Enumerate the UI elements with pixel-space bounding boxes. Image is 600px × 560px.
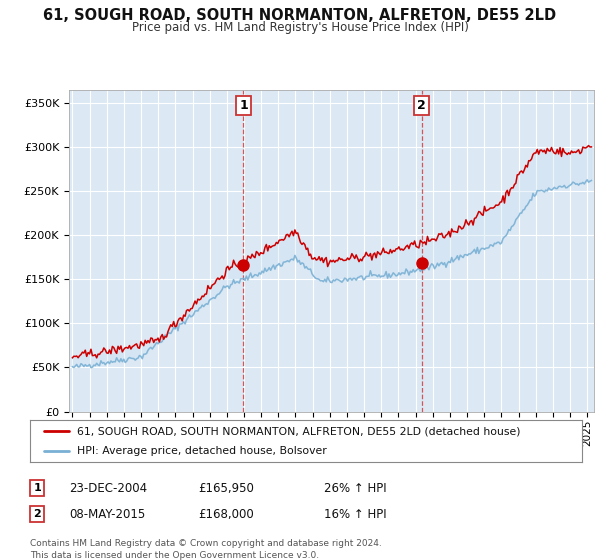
Text: 16% ↑ HPI: 16% ↑ HPI (324, 507, 386, 521)
Text: 2: 2 (418, 99, 426, 112)
Text: 26% ↑ HPI: 26% ↑ HPI (324, 482, 386, 495)
Text: Price paid vs. HM Land Registry's House Price Index (HPI): Price paid vs. HM Land Registry's House … (131, 21, 469, 34)
Text: 61, SOUGH ROAD, SOUTH NORMANTON, ALFRETON, DE55 2LD: 61, SOUGH ROAD, SOUTH NORMANTON, ALFRETO… (43, 8, 557, 24)
Text: £165,950: £165,950 (198, 482, 254, 495)
Text: 61, SOUGH ROAD, SOUTH NORMANTON, ALFRETON, DE55 2LD (detached house): 61, SOUGH ROAD, SOUTH NORMANTON, ALFRETO… (77, 426, 520, 436)
Text: 2: 2 (34, 509, 41, 519)
Text: £168,000: £168,000 (198, 507, 254, 521)
Text: Contains HM Land Registry data © Crown copyright and database right 2024.
This d: Contains HM Land Registry data © Crown c… (30, 539, 382, 559)
Text: 23-DEC-2004: 23-DEC-2004 (69, 482, 147, 495)
Text: 08-MAY-2015: 08-MAY-2015 (69, 507, 145, 521)
Text: 1: 1 (34, 483, 41, 493)
Text: 1: 1 (239, 99, 248, 112)
Text: HPI: Average price, detached house, Bolsover: HPI: Average price, detached house, Bols… (77, 446, 326, 456)
